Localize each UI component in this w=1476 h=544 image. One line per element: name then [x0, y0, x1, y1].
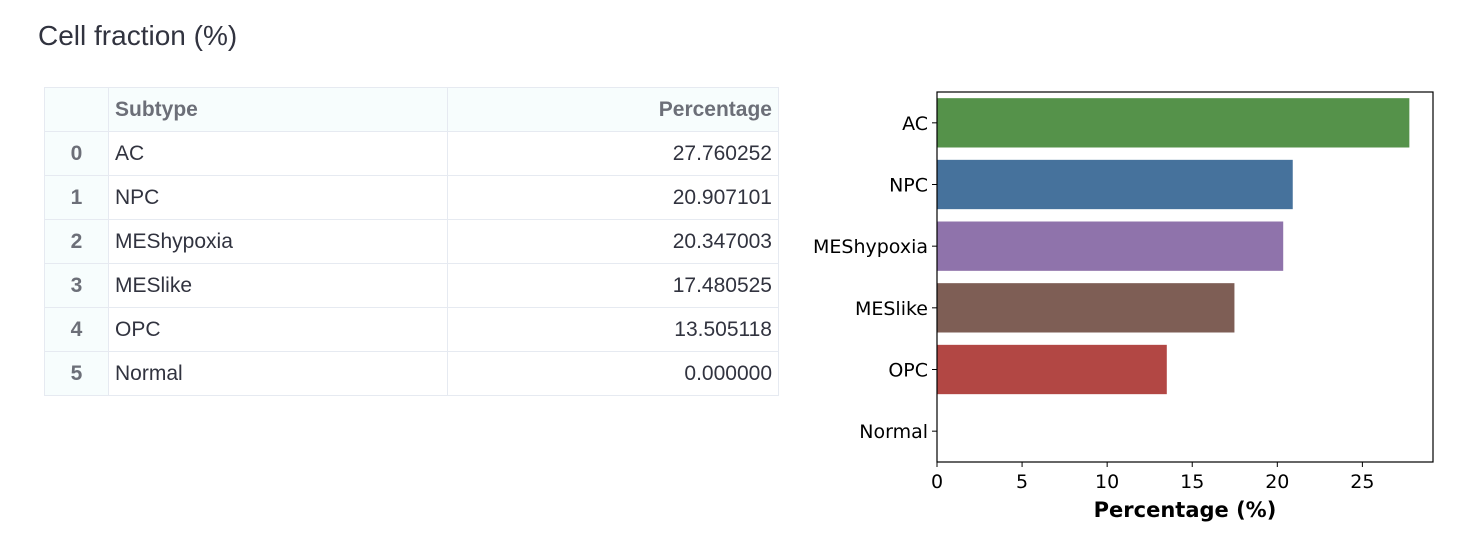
- table-header-row: Subtype Percentage: [44, 87, 779, 132]
- row-index: 3: [44, 263, 109, 308]
- subtype-cell[interactable]: MESlike: [108, 263, 448, 308]
- row-index: 2: [44, 219, 109, 264]
- table-row: 1 NPC 20.907101: [44, 175, 779, 220]
- subtype-cell[interactable]: Normal: [108, 351, 448, 396]
- bar: [937, 221, 1284, 271]
- bar-chart: AC NPC MEShypoxia MESlike OPC Normal 0 5 10 15 20 2…: [813, 91, 1434, 522]
- bar: [937, 344, 1167, 395]
- index-column-header[interactable]: [44, 87, 109, 132]
- percentage-cell[interactable]: 0.000000: [447, 351, 779, 396]
- subtype-cell[interactable]: AC: [108, 131, 448, 176]
- y-tick-label: OPC: [888, 360, 928, 382]
- subtype-cell[interactable]: OPC: [108, 307, 448, 352]
- y-tick-label: NPC: [889, 175, 928, 197]
- table-row: 5 Normal 0.000000: [44, 351, 779, 396]
- percentage-cell[interactable]: 20.347003: [447, 219, 779, 264]
- table-row: 0 AC 27.760252: [44, 131, 779, 176]
- percentage-column-header[interactable]: Percentage: [447, 87, 779, 132]
- table-row: 3 MESlike 17.480525: [44, 263, 779, 308]
- page-title: Cell fraction (%): [38, 20, 238, 51]
- row-index: 1: [44, 175, 109, 220]
- bar: [937, 283, 1235, 333]
- row-index: 4: [44, 307, 109, 352]
- x-tick-label: 25: [1350, 471, 1374, 493]
- percentage-cell[interactable]: 20.907101: [447, 175, 779, 220]
- percentage-cell[interactable]: 13.505118: [447, 307, 779, 352]
- data-table[interactable]: Subtype Percentage 0 AC 27.760252 1 NPC …: [44, 87, 779, 396]
- x-tick-label: 20: [1265, 471, 1289, 493]
- y-tick-label: Normal: [859, 421, 928, 443]
- plot-frame: [936, 91, 1434, 463]
- x-tick-label: 10: [1095, 471, 1119, 493]
- x-axis-label: Percentage (%): [1094, 498, 1277, 522]
- x-tick-label: 0: [931, 471, 943, 493]
- bar: [937, 98, 1410, 148]
- row-index: 0: [44, 131, 109, 176]
- x-tick-label: 5: [1016, 471, 1028, 493]
- percentage-cell[interactable]: 17.480525: [447, 263, 779, 308]
- y-tick-label: AC: [902, 113, 928, 135]
- subtype-cell[interactable]: NPC: [108, 175, 448, 220]
- y-tick-label: MEShypoxia: [813, 236, 928, 258]
- table-row: 4 OPC 13.505118: [44, 307, 779, 352]
- percentage-cell[interactable]: 27.760252: [447, 131, 779, 176]
- subtype-cell[interactable]: MEShypoxia: [108, 219, 448, 264]
- y-tick-label: MESlike: [855, 298, 928, 320]
- bar: [937, 159, 1293, 210]
- x-tick-label: 15: [1180, 471, 1204, 493]
- subtype-column-header[interactable]: Subtype: [108, 87, 448, 132]
- table-row: 2 MEShypoxia 20.347003: [44, 219, 779, 264]
- row-index: 5: [44, 351, 109, 396]
